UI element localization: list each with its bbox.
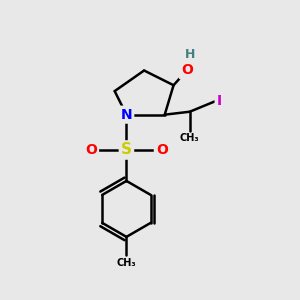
- Text: S: S: [121, 142, 132, 158]
- Text: N: N: [121, 108, 132, 122]
- Text: I: I: [217, 94, 222, 108]
- Text: O: O: [181, 64, 193, 77]
- Text: O: O: [85, 143, 97, 157]
- Text: O: O: [156, 143, 168, 157]
- Text: CH₃: CH₃: [180, 133, 200, 143]
- Text: H: H: [184, 48, 195, 61]
- Text: CH₃: CH₃: [117, 258, 136, 268]
